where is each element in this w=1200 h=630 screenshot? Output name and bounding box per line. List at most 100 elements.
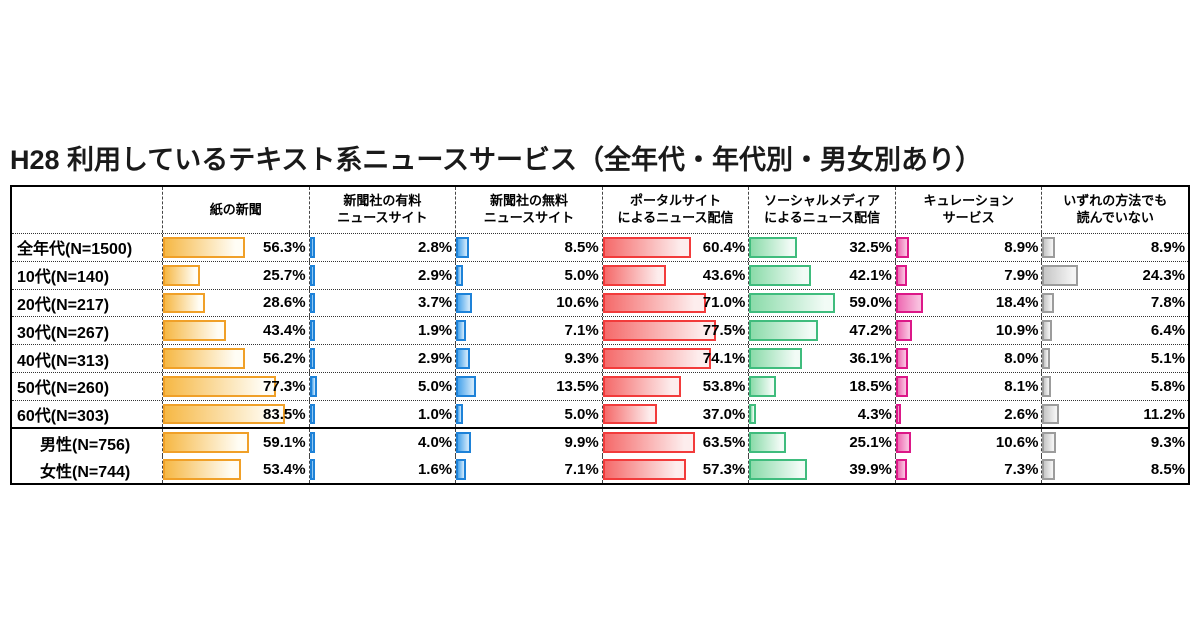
bar (602, 432, 696, 454)
bar-cell: 77.5% (601, 317, 749, 345)
bar-cell: 53.8% (601, 372, 749, 400)
row-label: 女性(N=744) (40, 463, 131, 481)
bar-value-label: 53.8% (702, 377, 746, 395)
bar-cell: 18.4% (894, 289, 1042, 317)
bar (163, 459, 241, 481)
table-row: 女性(N=744) 53.4% 1.6% 7.1% 57.3% 39.9% 7.3% 8.5% (12, 456, 1188, 484)
bar (309, 459, 315, 481)
bar-value-label: 43.4% (263, 322, 306, 340)
bar-value-label: 53.4% (263, 461, 306, 479)
bar (456, 375, 476, 397)
bar-cell: 7.8% (1041, 289, 1188, 317)
bar (749, 459, 808, 481)
bar-value-label: 6.4% (1150, 322, 1186, 340)
bar-cell: 7.3% (894, 456, 1042, 484)
table-row: 男性(N=756) 59.1% 4.0% 9.9% 63.5% 25.1% 10.6% 9.3… (12, 427, 1188, 457)
bar-cell: 2.6% (894, 400, 1042, 428)
bar-value-label: 7.8% (1150, 294, 1186, 312)
bar-value-label: 2.9% (417, 266, 453, 284)
bar-cell: 2.8% (308, 234, 456, 261)
column-header-line: ソーシャルメディア (764, 193, 881, 209)
bar-cell: 5.0% (455, 400, 602, 428)
bar-cell: 77.3% (162, 372, 309, 400)
bar-cell: 24.3% (1041, 261, 1188, 289)
bar (749, 264, 811, 286)
bar-value-label: 1.0% (417, 405, 453, 423)
bar (456, 348, 470, 369)
bar-value-label: 8.5% (564, 238, 599, 256)
bar (895, 264, 908, 286)
bar-value-label: 25.1% (849, 434, 892, 452)
bar (309, 403, 315, 425)
bar-cell: 9.3% (455, 345, 602, 372)
bar-value-label: 25.7% (263, 266, 306, 284)
bar-value-label: 7.1% (564, 461, 599, 479)
column-header-line: いずれの方法でも (1063, 193, 1168, 209)
bar-cell: 8.5% (455, 234, 602, 261)
row-label: 20代(N=217) (17, 296, 110, 314)
bar-cell: 10.6% (455, 289, 602, 317)
bar-value-label: 5.1% (1150, 350, 1186, 368)
column-header: いずれの方法でも 読んでいない (1041, 187, 1188, 233)
bar-cell: 7.9% (894, 261, 1042, 289)
bar-value-label: 10.6% (556, 294, 599, 312)
bar (895, 237, 909, 258)
bar-value-label: 5.8% (1150, 377, 1186, 395)
bar-value-label: 43.6% (702, 266, 746, 284)
bar-cell: 43.4% (162, 317, 309, 345)
bar (895, 432, 912, 454)
bar-cell: 56.2% (162, 345, 309, 372)
bar-value-label: 18.5% (849, 377, 892, 395)
bar-value-label: 8.1% (1004, 377, 1039, 395)
bar-cell: 32.5% (748, 234, 895, 261)
bar-cell: 5.8% (1041, 372, 1188, 400)
column-header: ソーシャルメディア によるニュース配信 (748, 187, 895, 233)
bar (602, 237, 691, 258)
bar (1042, 292, 1054, 314)
bar-value-label: 11.2% (1143, 405, 1186, 423)
bar-value-label: 77.5% (702, 322, 746, 340)
bar-cell: 74.1% (601, 345, 749, 372)
bar-value-label: 37.0% (702, 405, 746, 423)
bar (163, 292, 205, 314)
bar (749, 292, 836, 314)
bar-cell: 43.6% (601, 261, 749, 289)
table-row: 50代(N=260) 77.3% 5.0% 13.5% 53.8% 18.5% 8.1% 5.… (12, 371, 1188, 400)
bar-cell: 8.5% (1041, 456, 1188, 484)
chart-title: H28 利用しているテキスト系ニュースサービス（全年代・年代別・男女別あり） (10, 145, 983, 175)
bar (309, 320, 315, 342)
bar-value-label: 8.5% (1150, 461, 1186, 479)
bar (1042, 264, 1078, 286)
bar-value-label: 2.8% (417, 238, 453, 256)
bar-value-label: 4.0% (417, 434, 453, 452)
bar-value-label: 10.6% (995, 434, 1039, 452)
bar-value-label: 9.3% (564, 350, 599, 368)
bar (602, 348, 711, 369)
bar-value-label: 13.5% (556, 377, 599, 395)
bar (309, 375, 317, 397)
bar-value-label: 1.9% (417, 322, 453, 340)
bar-cell: 10.9% (894, 317, 1042, 345)
bar-value-label: 56.2% (263, 350, 306, 368)
bar (602, 403, 657, 425)
bar-value-label: 3.7% (417, 294, 453, 312)
bar-cell: 9.3% (1041, 429, 1188, 457)
bar-value-label: 7.9% (1004, 266, 1039, 284)
bar-value-label: 24.3% (1142, 266, 1186, 284)
column-header-line: によるニュース配信 (617, 210, 734, 225)
bar (456, 432, 471, 454)
bar (163, 403, 285, 425)
bar-value-label: 57.3% (702, 461, 746, 479)
bar-value-label: 2.6% (1004, 405, 1039, 423)
bar (456, 237, 469, 258)
bar-value-label: 71.0% (702, 294, 746, 312)
bar-cell: 25.7% (162, 261, 309, 289)
row-label: 50代(N=260) (17, 380, 110, 398)
bar-value-label: 9.9% (564, 434, 599, 452)
bar-value-label: 8.9% (1004, 238, 1039, 256)
bar-cell: 56.3% (162, 234, 309, 261)
bar (456, 459, 467, 481)
row-label: 30代(N=267) (17, 324, 110, 342)
bar-cell: 59.0% (748, 289, 895, 317)
bar (895, 403, 901, 425)
